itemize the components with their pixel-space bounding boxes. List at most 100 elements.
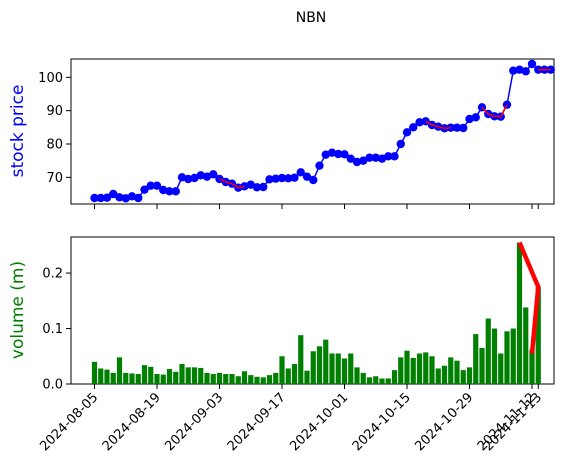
volume-bar <box>204 372 210 384</box>
volume-bar <box>123 372 129 384</box>
price-point <box>452 123 462 132</box>
volume-bar <box>391 370 398 384</box>
price-point <box>209 170 218 179</box>
price-point <box>96 193 105 203</box>
price-point <box>396 139 405 149</box>
volume-bar <box>291 364 298 384</box>
price-highlight-overlay <box>481 104 508 118</box>
price-point <box>102 193 112 202</box>
volume-bar <box>504 331 510 384</box>
price-point <box>371 153 380 162</box>
price-point <box>196 171 205 180</box>
price-point <box>334 149 343 159</box>
price-point <box>365 153 374 162</box>
price-point <box>252 183 262 192</box>
price-point <box>521 67 530 76</box>
price-point <box>459 123 468 133</box>
volume-bar <box>166 369 173 384</box>
volume-bar <box>341 358 348 384</box>
volume-bar <box>223 374 229 384</box>
x-tick-label: 2024-10-29 <box>412 390 476 454</box>
chart-title: NBN <box>296 10 327 26</box>
volume-bar <box>466 367 473 384</box>
volume-bar <box>535 286 541 384</box>
price-point <box>90 193 99 203</box>
volume-bar <box>416 353 423 384</box>
volume-bar <box>385 378 391 384</box>
price-point <box>509 66 518 75</box>
volume-bar <box>485 318 491 384</box>
x-tick-label: 2024-09-03 <box>162 390 226 454</box>
volume-bar <box>479 347 485 384</box>
volume-bar <box>329 353 335 384</box>
volume-y-tick-label: 0.2 <box>42 267 63 282</box>
price-line <box>94 62 551 200</box>
volume-bar <box>260 377 266 384</box>
volume-bar <box>323 339 329 384</box>
volume-bar <box>110 372 116 384</box>
volume-bar <box>379 378 385 384</box>
volume-highlight-line <box>517 241 541 354</box>
price-point <box>271 174 280 183</box>
volume-bar <box>523 307 529 384</box>
volume-bar <box>191 367 198 384</box>
volume-y-ticks: 0.0 0.1 0.2 <box>42 267 71 393</box>
price-panel: 70 80 90 100 stock price <box>8 58 555 209</box>
x-tick-label: 2024-10-01 <box>287 390 351 454</box>
volume-bar <box>198 367 204 384</box>
volume-bar <box>360 372 366 384</box>
price-point <box>165 187 174 196</box>
volume-bar <box>148 366 154 384</box>
price-point <box>340 150 349 159</box>
price-point <box>471 113 480 122</box>
volume-bar <box>516 242 523 384</box>
volume-bar <box>491 328 498 384</box>
volume-bar <box>454 360 460 384</box>
price-y-axis-label: stock price <box>8 85 28 178</box>
price-y-ticks: 70 80 90 100 <box>38 71 71 186</box>
volume-bar <box>404 350 410 384</box>
volume-bar <box>141 365 148 384</box>
volume-bar <box>154 374 160 384</box>
volume-bar <box>398 357 404 384</box>
volume-bar <box>98 368 104 384</box>
volume-bar <box>279 356 285 384</box>
price-point <box>302 172 312 181</box>
x-tick-label: 2024-11-13 <box>481 390 545 454</box>
volume-bar <box>91 361 98 384</box>
volume-bar <box>354 367 360 384</box>
x-tick-label: 2024-08-05 <box>37 390 101 454</box>
price-point <box>296 168 305 177</box>
volume-highlight-line <box>517 241 541 354</box>
x-tick-label: 2024-08-19 <box>100 390 164 454</box>
volume-bar <box>435 368 441 384</box>
price-y-tick-label: 90 <box>46 104 63 119</box>
price-point <box>115 193 124 202</box>
price-point <box>415 118 424 127</box>
volume-y-tick-label: 0.0 <box>42 378 63 393</box>
volume-bar <box>366 377 373 384</box>
volume-bar <box>310 351 316 384</box>
price-point <box>146 181 155 190</box>
price-y-tick-label: 80 <box>46 138 63 153</box>
volume-bar <box>429 356 435 384</box>
price-highlight-segments <box>219 68 551 189</box>
price-point <box>159 185 168 195</box>
volume-bar <box>185 367 191 384</box>
price-point <box>359 156 368 165</box>
price-y-tick-label: 70 <box>46 171 63 186</box>
price-point <box>384 152 393 161</box>
volume-y-tick-label: 0.1 <box>42 322 63 337</box>
volume-bar <box>235 376 241 384</box>
price-point <box>352 157 362 167</box>
price-point <box>402 128 412 137</box>
volume-bar <box>473 334 479 384</box>
price-point <box>171 187 180 196</box>
price-point <box>346 154 355 163</box>
x-tick-label: 2024-09-17 <box>225 390 289 454</box>
volume-bar <box>373 376 379 384</box>
price-point <box>327 148 337 157</box>
price-point <box>140 185 149 194</box>
price-point <box>277 173 287 183</box>
